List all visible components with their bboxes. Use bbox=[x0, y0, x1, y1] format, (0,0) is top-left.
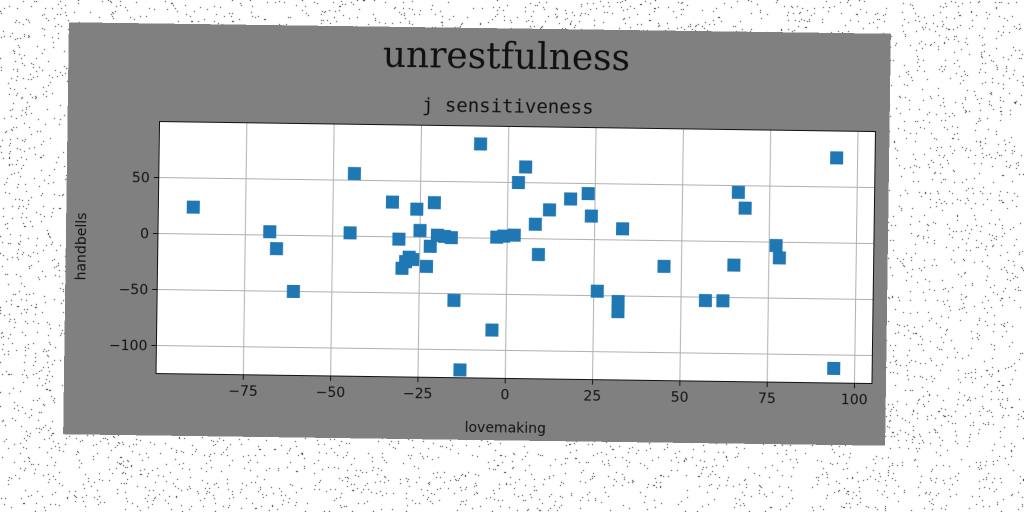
data-point bbox=[616, 222, 630, 236]
y-grid-line bbox=[156, 345, 873, 357]
data-point bbox=[453, 363, 467, 377]
x-tick-label: −75 bbox=[228, 384, 258, 400]
x-grid-line bbox=[330, 123, 335, 376]
y-tick-label: −50 bbox=[119, 282, 149, 298]
data-point bbox=[698, 293, 713, 308]
data-point bbox=[584, 209, 598, 223]
data-point bbox=[263, 225, 277, 239]
data-point bbox=[528, 217, 542, 231]
x-tick-label: −50 bbox=[316, 385, 346, 401]
data-point bbox=[727, 258, 741, 272]
data-points bbox=[186, 137, 844, 377]
y-tick-label: 50 bbox=[132, 170, 150, 186]
data-point bbox=[611, 294, 625, 309]
data-point bbox=[738, 201, 752, 215]
chart-title: j sensitiveness bbox=[422, 94, 594, 118]
x-axis-label: lovemaking bbox=[465, 420, 547, 437]
x-grid-line bbox=[504, 126, 510, 379]
data-point bbox=[542, 203, 557, 217]
data-point bbox=[269, 242, 284, 256]
data-point bbox=[531, 247, 546, 262]
x-grid-line bbox=[679, 128, 684, 381]
data-point bbox=[731, 185, 745, 199]
data-point bbox=[410, 202, 424, 216]
data-point bbox=[186, 200, 200, 214]
x-grid-line bbox=[417, 125, 422, 378]
y-grid-line bbox=[157, 289, 874, 301]
data-point bbox=[392, 232, 406, 246]
data-point bbox=[590, 284, 604, 298]
data-point bbox=[406, 252, 420, 267]
data-point bbox=[769, 238, 783, 253]
x-tick-label: 0 bbox=[500, 387, 509, 403]
x-grid-line bbox=[766, 130, 772, 383]
data-point bbox=[564, 192, 578, 206]
x-tick-label: 75 bbox=[758, 391, 776, 407]
x-grid-line bbox=[592, 127, 597, 380]
data-point bbox=[427, 196, 441, 210]
data-point bbox=[419, 259, 434, 274]
x-grid-line bbox=[242, 122, 248, 375]
data-point bbox=[413, 223, 427, 238]
data-point bbox=[286, 284, 300, 299]
data-point bbox=[444, 231, 458, 245]
y-axis-label: handbells bbox=[73, 212, 90, 280]
data-point bbox=[343, 226, 357, 240]
data-point bbox=[485, 323, 499, 337]
data-point bbox=[772, 251, 786, 265]
axes-frame bbox=[155, 121, 876, 385]
x-tick-label: 100 bbox=[841, 392, 868, 408]
data-point bbox=[447, 293, 461, 307]
plot-area bbox=[156, 121, 876, 384]
data-point bbox=[519, 160, 533, 174]
x-grid-line bbox=[853, 131, 859, 384]
data-point bbox=[611, 305, 625, 319]
chart-suptitle: unrestfulness bbox=[383, 35, 631, 79]
y-tick-label: 0 bbox=[140, 226, 149, 242]
data-point bbox=[716, 294, 730, 308]
data-point bbox=[385, 195, 400, 209]
data-point bbox=[497, 229, 511, 243]
data-point bbox=[827, 361, 841, 376]
data-point bbox=[473, 137, 488, 151]
x-tick-label: −25 bbox=[403, 386, 433, 402]
figure-card: unrestfulness j sensitiveness −75 −50 −25 0… bbox=[63, 22, 891, 446]
data-point bbox=[581, 187, 595, 201]
data-point bbox=[507, 228, 521, 242]
y-tick-label: −100 bbox=[109, 338, 148, 355]
data-point bbox=[657, 259, 671, 273]
grid-lines bbox=[156, 122, 875, 384]
axis-ticks: −75 −50 −25 0 25 50 75 100 −100 −50 0 50 bbox=[109, 121, 876, 408]
data-point bbox=[423, 239, 437, 253]
data-point bbox=[347, 166, 362, 181]
data-point bbox=[830, 151, 844, 165]
x-tick-label: 25 bbox=[583, 389, 601, 405]
scatter-chart: unrestfulness j sensitiveness −75 −50 −25 0… bbox=[63, 22, 891, 446]
data-point bbox=[511, 175, 526, 190]
x-tick-label: 50 bbox=[671, 390, 689, 406]
